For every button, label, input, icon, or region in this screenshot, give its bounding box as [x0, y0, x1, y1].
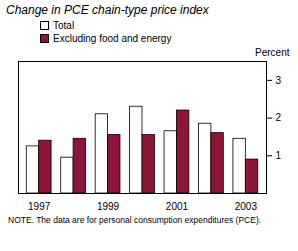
html-text:Total: Total [53, 20, 75, 31]
svg-text:1999: 1999 [97, 201, 120, 212]
svg-text:2: 2 [276, 112, 282, 123]
svg-text:1997: 1997 [28, 201, 51, 212]
html-text:NOTE. The data are for persona: NOTE. The data are for personal consumpt… [8, 215, 262, 225]
svg-text:Percent: Percent [255, 47, 290, 58]
svg-text:2003: 2003 [235, 201, 258, 212]
html-text:Excluding food and energy: Excluding food and energy [53, 33, 172, 44]
svg-text:2001: 2001 [166, 201, 189, 212]
svg-text:3: 3 [276, 75, 282, 86]
html-text:Change in PCE chain-type price: Change in PCE chain-type price index [6, 3, 209, 17]
svg-text:1: 1 [276, 150, 282, 161]
